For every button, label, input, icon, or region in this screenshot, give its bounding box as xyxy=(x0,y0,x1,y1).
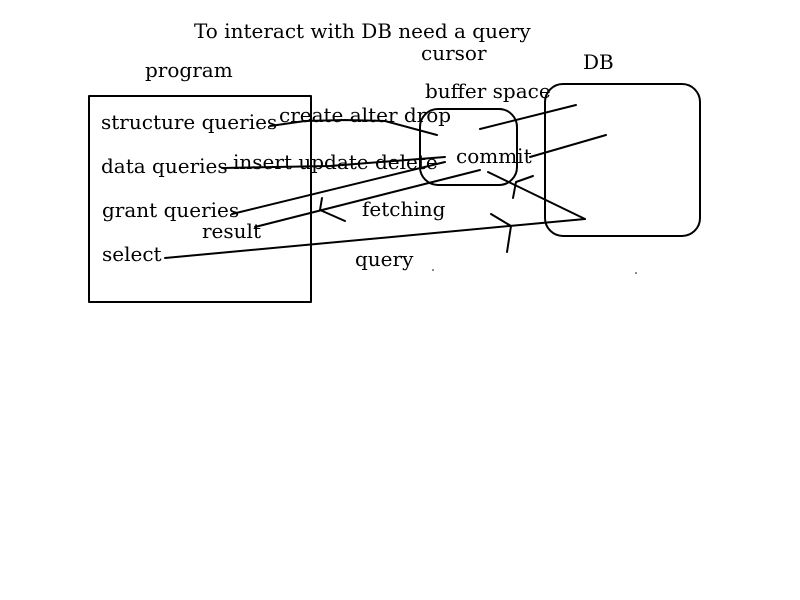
insert-update-delete-label: insert update delete xyxy=(233,150,438,174)
create-alter-drop-label: create alter drop xyxy=(279,103,451,127)
program-label: program xyxy=(145,58,233,82)
buffer-space-label: buffer space xyxy=(425,79,551,103)
result-line xyxy=(254,169,481,228)
result-label: result xyxy=(202,219,261,243)
structure-queries-label: structure queries xyxy=(101,110,277,134)
grant-queries-label: grant queries xyxy=(102,198,239,222)
cursor-buffer-box xyxy=(419,108,518,186)
stray-dot xyxy=(432,269,434,271)
stray-dot xyxy=(635,272,637,274)
select-query-line xyxy=(164,218,586,259)
cursor-label: cursor xyxy=(421,41,487,65)
result-arrow-tick xyxy=(319,197,346,222)
diagram-title: To interact with DB need a query xyxy=(194,19,531,43)
data-queries-label: data queries xyxy=(101,154,228,178)
buffer-to-db-line xyxy=(479,104,577,130)
db-label: DB xyxy=(583,50,614,74)
structure-queries-to-cursor-line xyxy=(269,119,438,136)
program-box xyxy=(88,95,312,303)
commit-to-db-line xyxy=(529,134,607,158)
select-label: select xyxy=(102,242,162,266)
query-arrow-tick xyxy=(490,213,512,253)
db-box xyxy=(544,83,701,237)
fetching-label: fetching xyxy=(362,197,446,221)
grant-queries-to-commit-line xyxy=(231,161,446,215)
commit-arrow-tick xyxy=(512,175,534,199)
db-to-cursor-line xyxy=(487,171,586,220)
query-label: query xyxy=(355,247,414,271)
data-queries-to-cursor-line xyxy=(221,156,446,169)
commit-label: commit xyxy=(456,144,532,168)
